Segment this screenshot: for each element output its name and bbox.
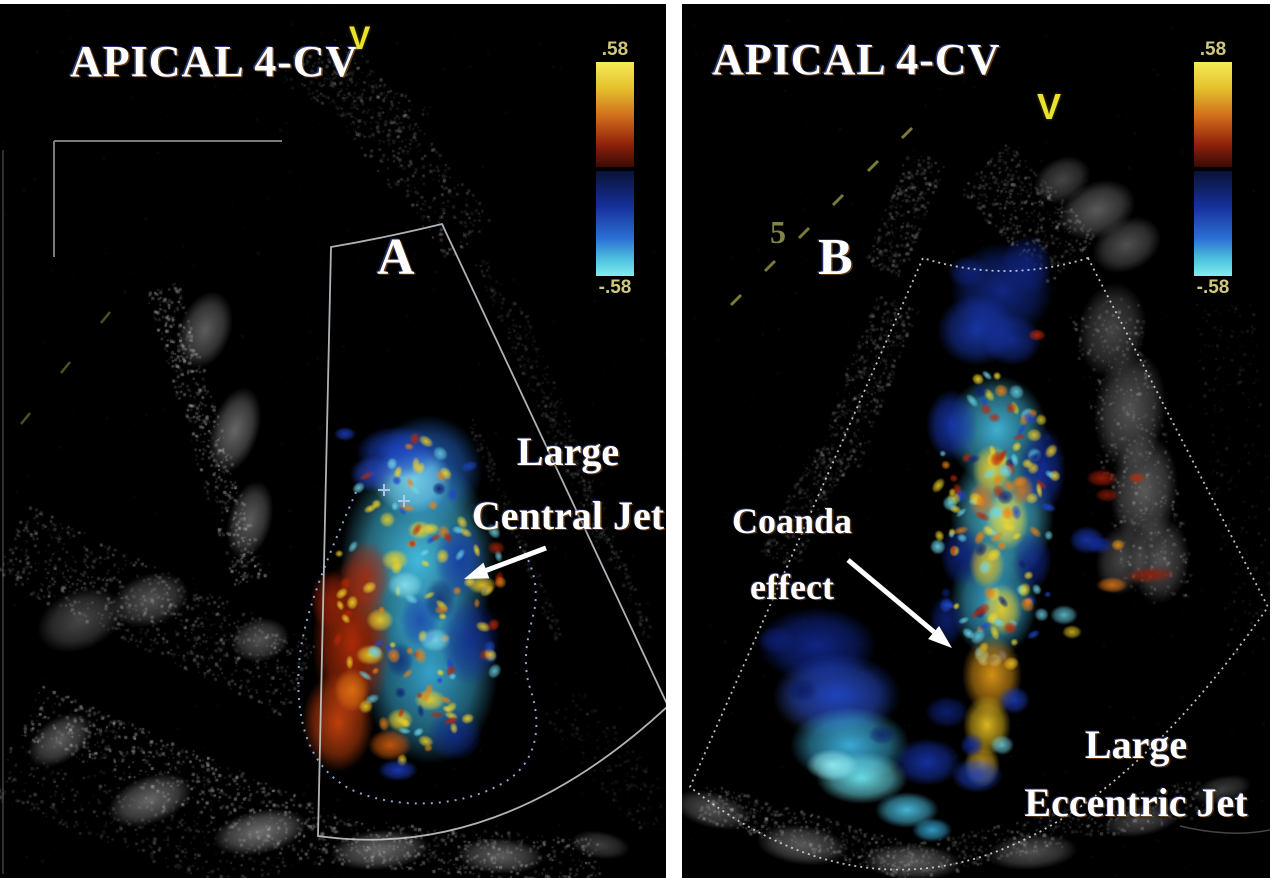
frame-right-border xyxy=(1270,0,1280,878)
frame-top-border xyxy=(0,0,1280,4)
doppler-scale-positive xyxy=(1194,62,1232,167)
annotation-coanda-effect: Coanda effect xyxy=(702,488,882,620)
doppler-scale-negative xyxy=(596,171,634,276)
doppler-scale-negative xyxy=(1194,171,1232,276)
scale-min-label: -.58 xyxy=(598,277,632,298)
annotation-line: Large xyxy=(1084,722,1188,767)
panel-b-title: APICAL 4-CV xyxy=(712,35,1001,84)
panel-a-title: APICAL 4-CV xyxy=(70,37,359,86)
annotation-eccentric-jet: Large Eccentric Jet xyxy=(1000,716,1272,832)
orientation-marker-a: V xyxy=(349,20,371,56)
doppler-scale-positive xyxy=(596,62,634,167)
scale-max-label: .58 xyxy=(1199,39,1227,60)
orientation-marker-b: V xyxy=(1037,86,1062,127)
annotation-line: effect xyxy=(750,567,834,607)
panel-b-label: B xyxy=(818,229,853,286)
annotation-line: Eccentric Jet xyxy=(1024,780,1248,825)
doppler-colorbar-b: .58 -.58 xyxy=(1190,38,1236,300)
doppler-colorbar-a: .58 -.58 xyxy=(592,38,638,300)
annotation-line: Coanda xyxy=(731,501,853,541)
annotation-line: Large xyxy=(516,429,620,474)
depth-marker: 5 xyxy=(770,214,786,250)
annotation-central-jet: Large Central Jet xyxy=(436,420,700,548)
scale-min-label: -.58 xyxy=(1196,277,1230,298)
panel-b: APICAL 4-CV V 5 B Coanda effect Large Ec… xyxy=(682,0,1270,878)
panel-a: APICAL 4-CV V A Large Central Jet .58 -.… xyxy=(0,0,666,878)
panel-separator xyxy=(666,0,682,878)
scale-max-label: .58 xyxy=(601,39,629,60)
annotation-line: Central Jet xyxy=(471,493,665,538)
panel-a-label: A xyxy=(377,229,415,286)
